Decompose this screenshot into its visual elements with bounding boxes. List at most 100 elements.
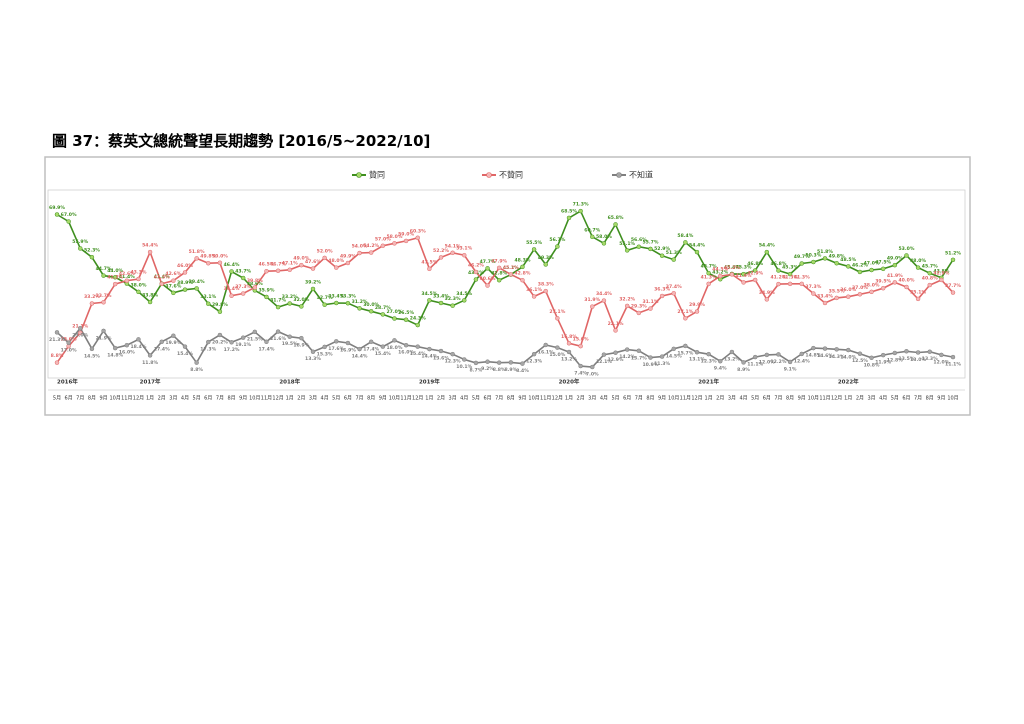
point — [147, 299, 153, 305]
x-tick-label: 1月 — [146, 396, 154, 402]
data-label: 11.1% — [945, 362, 961, 368]
data-label: 16.0% — [119, 350, 135, 356]
data-label: 57.0% — [375, 236, 391, 242]
point — [112, 281, 118, 287]
point — [904, 284, 909, 290]
data-label: 8.8% — [190, 367, 203, 373]
point — [520, 264, 525, 270]
data-label: 60.7% — [584, 227, 600, 233]
data-label: 43.7% — [235, 269, 251, 275]
chart-frame — [44, 156, 971, 416]
x-tick-label: 7月 — [76, 396, 84, 402]
data-label: 13.2% — [724, 356, 740, 362]
data-label: 38.9% — [177, 280, 193, 286]
point — [764, 352, 770, 358]
point — [601, 352, 607, 357]
point — [869, 289, 874, 295]
data-label: 45.4% — [724, 264, 740, 270]
point — [240, 275, 246, 281]
data-label: 19.9% — [165, 340, 181, 346]
data-label: 45.2% — [503, 265, 519, 271]
point — [217, 309, 223, 314]
data-label: 59.0% — [398, 231, 414, 237]
point — [706, 270, 711, 276]
data-label: 42.9% — [747, 270, 763, 276]
data-label: 16.0% — [398, 350, 414, 356]
data-label: 14.3% — [829, 354, 845, 360]
point — [822, 346, 828, 351]
data-label: 12.9% — [608, 357, 624, 363]
point — [206, 301, 211, 306]
x-tick-label: 3月 — [309, 396, 317, 402]
point — [171, 278, 176, 283]
point — [89, 346, 95, 352]
point — [392, 338, 397, 343]
point — [310, 349, 316, 354]
data-label: 12.0% — [759, 359, 775, 365]
point — [438, 255, 444, 260]
point — [136, 289, 141, 295]
data-label: 13.7% — [631, 355, 647, 361]
data-label: 17.0% — [61, 347, 77, 353]
point — [368, 309, 374, 314]
data-label: 41.3% — [154, 274, 170, 280]
point — [485, 359, 490, 364]
point — [915, 350, 921, 355]
data-label: 58.4% — [677, 233, 693, 239]
point — [78, 330, 83, 336]
point — [78, 246, 83, 251]
data-label: 47.1% — [282, 260, 298, 266]
data-label: 44.0% — [107, 268, 123, 274]
x-tick-label: 5月 — [332, 396, 340, 402]
data-label: 33.4% — [817, 294, 833, 300]
point — [566, 341, 572, 346]
x-tick-label: 6月 — [902, 396, 910, 402]
point — [741, 360, 746, 365]
point — [694, 249, 700, 255]
data-label: 69.9% — [49, 205, 65, 211]
point — [403, 317, 409, 322]
point — [299, 335, 304, 341]
point — [927, 282, 932, 288]
x-tick-label: 2月 — [577, 396, 585, 402]
x-tick-label: 9月 — [658, 396, 666, 402]
point — [834, 260, 839, 266]
point — [287, 334, 292, 339]
point — [78, 325, 83, 331]
data-label: 41.2% — [107, 275, 123, 281]
point — [334, 265, 339, 270]
point — [310, 286, 316, 292]
point — [857, 269, 863, 275]
point — [741, 280, 746, 285]
point — [299, 262, 304, 268]
point — [427, 346, 432, 352]
data-label: 29.8% — [212, 302, 228, 308]
data-label: 54.4% — [689, 243, 705, 249]
point — [322, 302, 327, 307]
data-label: 20.2% — [212, 340, 228, 346]
data-label: 45.3% — [736, 265, 752, 271]
year-label: 2019年 — [419, 378, 440, 386]
data-label: 12.3% — [526, 359, 542, 365]
data-label: 34.9% — [759, 290, 775, 296]
data-label: 24.3% — [410, 316, 426, 322]
data-label: 14.4% — [352, 354, 368, 360]
point — [252, 329, 258, 335]
x-tick-label: 6月 — [344, 396, 352, 402]
x-tick-label: 5月 — [193, 396, 201, 402]
x-tick-label: 12月 — [691, 396, 702, 402]
legend-label: 贊同 — [369, 170, 385, 180]
x-tick-label: 11月 — [540, 396, 551, 402]
point — [799, 351, 804, 357]
point — [531, 247, 537, 252]
point — [601, 241, 607, 246]
point — [275, 304, 281, 310]
data-label: 53.1% — [456, 246, 472, 252]
data-label: 19.1% — [235, 342, 251, 348]
data-label: 10.8% — [864, 362, 880, 368]
data-label: 13.2% — [561, 356, 577, 362]
point — [659, 354, 665, 359]
point — [787, 359, 793, 365]
legend-marker — [616, 172, 622, 178]
data-label: 12.2% — [770, 359, 786, 365]
